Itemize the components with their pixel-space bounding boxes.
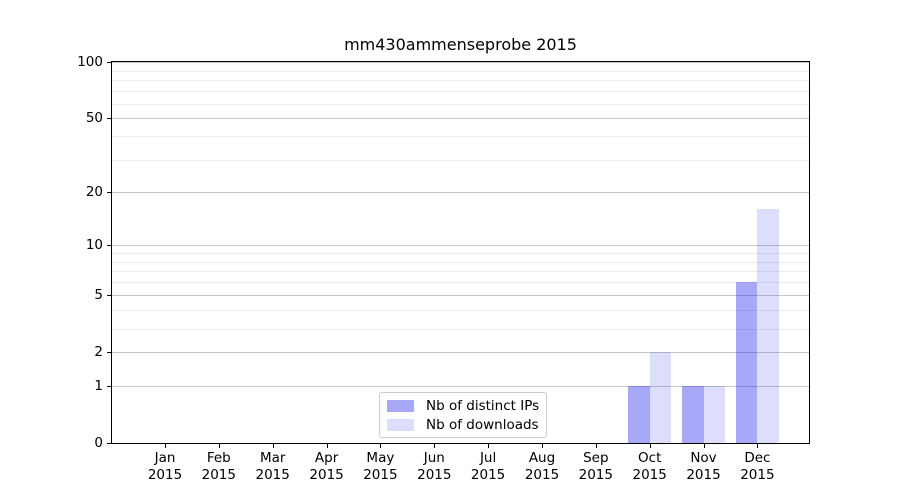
- gridline: [112, 282, 809, 284]
- x-tick-label: Aug 2015: [524, 450, 560, 483]
- x-tick-label: Jul 2015: [470, 450, 506, 483]
- x-tick-label: Mar 2015: [255, 450, 290, 483]
- gridline: [112, 136, 809, 138]
- bar-distinct-ips-dec: [735, 282, 758, 443]
- chart-title: mm430ammenseprobe 2015: [344, 35, 577, 54]
- x-tick-label: Oct 2015: [632, 450, 667, 483]
- y-tick-label: 1: [94, 377, 103, 394]
- gridline: [112, 62, 809, 63]
- x-tick-label: Dec 2015: [740, 450, 775, 483]
- bar-downloads-nov: [703, 385, 725, 443]
- gridline: [112, 252, 809, 254]
- x-tick-mark: [757, 444, 759, 448]
- gridline: [112, 385, 809, 387]
- x-tick-mark: [218, 444, 220, 448]
- legend-entry-downloads: Nb of downloads: [387, 418, 546, 432]
- gridline: [112, 80, 809, 82]
- x-tick-label: Feb 2015: [201, 450, 236, 483]
- bar-downloads-dec: [757, 209, 779, 443]
- x-tick-label: Apr 2015: [309, 450, 344, 483]
- y-tick-label: 20: [85, 183, 103, 200]
- y-tick-label: 2: [94, 344, 103, 361]
- x-tick-mark: [488, 444, 490, 448]
- y-tick-label: 0: [94, 435, 103, 451]
- gridline: [112, 328, 809, 330]
- x-tick-label: Sep 2015: [578, 450, 613, 483]
- legend-label-downloads: Nb of downloads: [426, 416, 539, 433]
- y-tick-mark: [107, 62, 111, 63]
- gridline: [112, 261, 809, 263]
- y-tick-mark: [107, 295, 111, 297]
- x-tick-mark: [703, 444, 705, 448]
- legend-entry-distinct-ips: Nb of distinct IPs: [387, 399, 546, 413]
- bar-downloads-oct: [649, 352, 672, 443]
- y-tick-label: 50: [85, 110, 103, 127]
- bar-distinct-ips-nov: [682, 385, 704, 443]
- gridline: [112, 245, 809, 246]
- x-tick-mark: [542, 444, 543, 448]
- x-tick-mark: [595, 444, 597, 448]
- x-tick-label: Jan 2015: [147, 450, 183, 483]
- x-tick-label: Nov 2015: [686, 450, 721, 483]
- x-tick-mark: [326, 444, 328, 448]
- gridline: [112, 295, 809, 297]
- x-tick-mark: [380, 444, 382, 448]
- gridline: [112, 103, 809, 105]
- legend: Nb of distinct IPs Nb of downloads: [379, 392, 547, 438]
- gridline: [112, 352, 809, 354]
- y-tick-label: 5: [94, 287, 103, 304]
- bar-distinct-ips-oct: [628, 385, 650, 443]
- legend-swatch-downloads: [387, 418, 414, 431]
- y-tick-mark: [107, 385, 111, 387]
- plot-area: Nb of distinct IPs Nb of downloads: [111, 61, 810, 444]
- gridline: [112, 70, 809, 72]
- gridline: [112, 159, 809, 161]
- y-tick-label: 10: [85, 237, 103, 253]
- gridline: [112, 191, 809, 193]
- y-tick-mark: [107, 118, 111, 120]
- gridline: [112, 118, 809, 120]
- x-tick-mark: [165, 444, 166, 448]
- x-tick-mark: [649, 444, 651, 448]
- x-tick-label: Jun 2015: [417, 450, 452, 483]
- gridline: [112, 310, 809, 312]
- gridline: [112, 91, 809, 93]
- gridline: [112, 271, 809, 273]
- y-tick-label: 100: [77, 54, 103, 70]
- y-tick-mark: [107, 443, 111, 444]
- legend-swatch-distinct-ips: [387, 399, 414, 412]
- y-tick-mark: [107, 352, 111, 354]
- x-tick-label: May 2015: [363, 450, 398, 483]
- x-tick-mark: [434, 444, 436, 448]
- legend-label-distinct-ips: Nb of distinct IPs: [426, 397, 540, 414]
- x-tick-mark: [272, 444, 274, 448]
- y-tick-mark: [107, 191, 111, 193]
- y-tick-mark: [107, 245, 111, 246]
